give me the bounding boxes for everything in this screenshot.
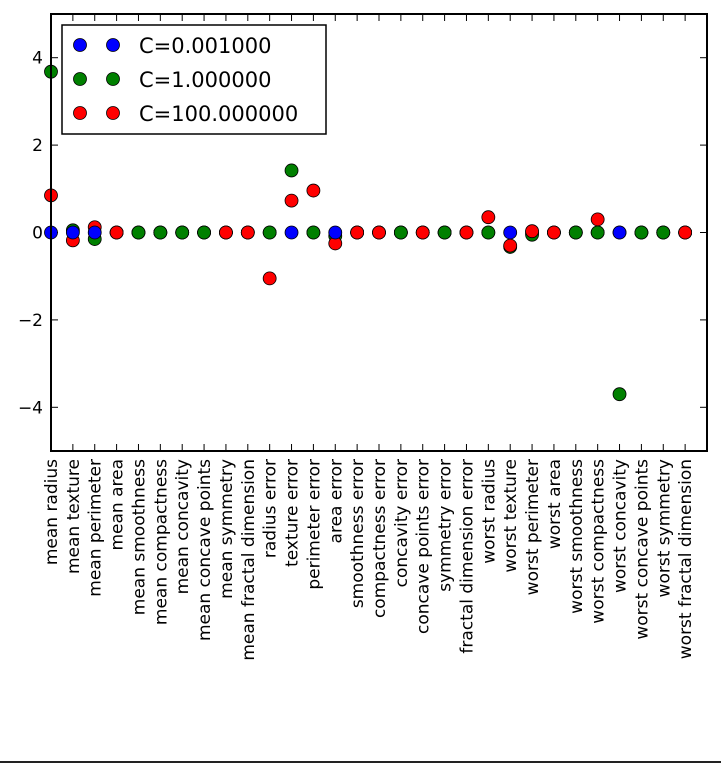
data-point	[415, 225, 430, 240]
y-tick-label: −2	[18, 311, 43, 331]
legend: C=0.001000 C=1.000000 C=100.000000	[61, 24, 327, 135]
x-tick-label: symmetry error	[436, 459, 456, 592]
data-point	[503, 225, 518, 240]
y-tick-label: 0	[32, 224, 43, 244]
x-tick-label: area error	[326, 459, 346, 543]
data-point	[197, 225, 211, 240]
data-point	[612, 387, 627, 402]
data-point	[612, 225, 627, 240]
x-tick-label: smoothness error	[348, 459, 368, 608]
x-tick-label: mean texture	[64, 459, 84, 574]
legend-marker	[73, 106, 87, 120]
x-tick-label: mean radius	[42, 459, 62, 565]
legend-label: C=0.001000	[139, 34, 271, 58]
x-tick-label: worst area	[545, 459, 565, 549]
data-point	[131, 225, 146, 240]
x-tick-label: mean compactness	[151, 459, 171, 625]
data-point	[284, 225, 299, 240]
data-point	[262, 225, 277, 240]
x-tick-label: concavity error	[392, 459, 412, 587]
y-tick-label: 2	[32, 136, 43, 156]
x-tick-label: worst concavity	[611, 459, 631, 593]
x-tick-label: mean symmetry	[217, 459, 237, 599]
data-point	[393, 225, 408, 240]
x-tick-label: mean perimeter	[86, 459, 106, 597]
x-tick-label: mean concave points	[195, 459, 215, 641]
legend-marker	[106, 72, 120, 86]
legend-marker	[106, 106, 120, 120]
x-tick-label: worst smoothness	[567, 459, 587, 614]
data-point	[262, 271, 277, 286]
data-point	[284, 193, 299, 208]
data-point	[175, 225, 190, 240]
y-tick-label: 4	[32, 49, 43, 69]
x-tick-label: worst texture	[501, 459, 521, 573]
x-tick-label: worst symmetry	[654, 459, 674, 597]
x-tick-label: radius error	[261, 459, 281, 558]
data-point	[240, 225, 255, 240]
plot-frame	[50, 13, 708, 452]
x-tick-label: worst perimeter	[523, 459, 543, 595]
legend-label: C=1.000000	[139, 68, 271, 92]
data-point	[590, 212, 605, 227]
data-point	[634, 225, 649, 240]
x-tick-labels: mean radius mean texture mean perimeter mea…	[42, 459, 696, 661]
data-point	[568, 225, 583, 240]
data-point	[350, 225, 365, 240]
data-point	[219, 225, 233, 240]
data-point	[503, 238, 518, 253]
data-point	[153, 225, 168, 240]
data-point	[481, 210, 496, 225]
data-point	[372, 225, 386, 240]
data-point	[87, 225, 102, 240]
x-tick-label: worst concave points	[632, 459, 652, 640]
data-point	[65, 225, 80, 240]
data-point	[678, 225, 693, 240]
data-point	[109, 225, 124, 240]
x-tick-label: worst compactness	[589, 459, 609, 624]
data-point	[481, 225, 496, 240]
data-point	[306, 183, 321, 198]
data-point	[459, 225, 474, 240]
x-tick-label: compactness error	[370, 459, 390, 618]
x-tick-label: mean smoothness	[129, 459, 149, 615]
legend-marker	[73, 72, 87, 86]
data-point	[547, 225, 561, 240]
data-points	[44, 64, 693, 402]
legend-marker	[73, 38, 87, 52]
data-point	[284, 163, 299, 178]
x-tick-label: worst fractal dimension	[676, 459, 696, 659]
data-point	[525, 224, 539, 239]
legend-marker	[106, 38, 120, 52]
x-tick-label: concave points error	[414, 459, 434, 634]
data-point	[306, 225, 321, 240]
legend-label: C=100.000000	[139, 102, 298, 126]
x-tick-label: fractal dimension error	[457, 459, 477, 654]
legend-box	[61, 24, 327, 135]
x-tick-label: mean fractal dimension	[239, 459, 259, 661]
y-tick-labels: −4 −2 0 2 4	[18, 49, 43, 419]
data-point	[328, 225, 343, 240]
y-tick-label: −4	[18, 398, 43, 418]
data-point	[437, 225, 452, 240]
x-tick-label: texture error	[283, 459, 303, 567]
data-point	[590, 225, 605, 240]
x-tick-label: mean concavity	[173, 459, 193, 594]
x-tick-label: mean area	[108, 459, 128, 551]
data-point	[656, 225, 671, 240]
x-tick-label: worst radius	[479, 459, 499, 564]
bottom-divider	[0, 761, 721, 763]
x-tick-label: perimeter error	[304, 459, 324, 590]
